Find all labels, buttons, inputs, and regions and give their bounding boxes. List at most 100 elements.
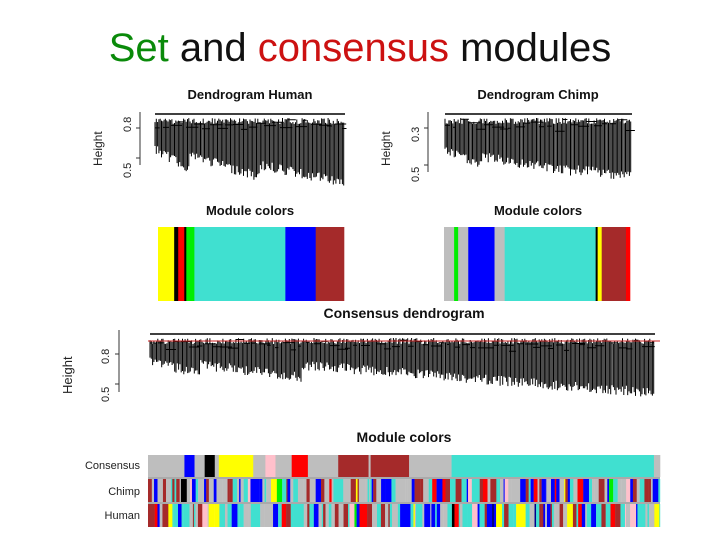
module-color-stripe [564,479,566,502]
module-color-stripe [436,504,441,527]
module-color-stripe [247,479,251,502]
module-color-stripe [499,479,504,502]
module-color-stripe [219,504,226,527]
module-color-stripe [371,479,374,502]
module-color-stripe [206,479,210,502]
module-color-stripe [529,504,535,527]
module-color-stripe [620,504,626,527]
module-color-stripe [472,504,478,527]
human-tick-high: 0.8 [122,117,134,132]
module-color-stripe [183,504,189,527]
consensus-dendrogram-panel: Consensus dendrogram 0.8 0.5 Height Modu… [60,305,661,527]
module-color-block [444,227,455,301]
module-color-stripe [458,504,461,527]
module-color-block [601,227,627,301]
consensus-module-color-row [148,455,661,477]
module-color-stripe [609,479,614,502]
module-color-stripe [496,479,499,502]
module-color-stripe [543,504,546,527]
module-color-stripe [348,479,350,502]
module-color-stripe [649,504,655,527]
module-color-stripe [490,479,497,502]
module-color-stripe [588,479,593,502]
module-color-stripe [224,504,228,527]
module-color-stripe [239,504,244,527]
module-color-stripe [405,479,408,502]
module-color-stripe [369,479,371,502]
module-color-stripe [172,504,174,527]
module-color-stripe [355,479,358,502]
module-color-stripe [358,479,363,502]
module-color-stripe [195,504,199,527]
module-color-stripe [306,479,310,502]
module-color-stripe [613,479,618,502]
module-color-stripe [343,479,349,502]
module-color-stripe [295,504,299,527]
module-color-stripe [262,504,265,527]
module-color-stripe [430,504,432,527]
module-color-stripe [407,479,412,502]
module-color-stripe [253,479,260,502]
consensus-color-block [370,455,410,477]
consensus-tick-high: 0.8 [100,349,112,364]
module-color-stripe [385,504,389,527]
module-color-stripe [254,504,261,527]
module-color-stripe [461,479,467,502]
module-color-stripe [598,479,605,502]
module-color-stripe [546,504,551,527]
module-color-stripe [325,504,329,527]
module-color-stripe [550,479,555,502]
consensus-color-block [451,455,655,477]
module-color-stripe [559,479,565,502]
module-color-stripe [541,479,546,502]
module-color-stripe [585,504,588,527]
module-color-stripe [504,504,509,527]
consensus-dendrogram-tree [149,333,655,397]
consensus-dendrogram-title: Consensus dendrogram [323,305,484,321]
module-color-stripe [428,479,433,502]
module-color-stripe [282,479,287,502]
module-color-stripe [243,504,247,527]
module-color-stripe [617,479,622,502]
module-color-stripe [555,504,560,527]
module-color-stripe [534,504,537,527]
module-color-stripe [443,504,448,527]
module-color-stripe [162,479,167,502]
module-color-stripe [420,479,424,502]
module-color-stripe [405,504,411,527]
chimp-module-color-bar [444,227,631,301]
module-color-block [184,227,187,301]
module-color-stripe [273,504,279,527]
module-color-stripe [208,504,215,527]
module-color-stripe [563,504,568,527]
module-color-stripe [471,479,475,502]
module-color-stripe [591,504,597,527]
module-color-stripe [550,504,553,527]
module-color-stripe [581,504,586,527]
module-color-stripe [228,504,232,527]
module-color-stripe [423,479,429,502]
consensus-color-block [291,455,309,477]
module-color-stripe [479,504,483,527]
module-color-stripe [569,479,574,502]
module-color-stripe [586,504,592,527]
module-color-stripe [278,504,282,527]
title-word-and: and [168,26,258,70]
module-color-stripe [307,504,310,527]
module-color-stripe [615,504,621,527]
module-color-stripe [577,479,584,502]
module-color-stripe [179,479,182,502]
module-color-block [178,227,185,301]
module-color-stripe [398,479,405,502]
slide-title: Set and consensus modules [0,26,720,71]
module-color-stripe [328,504,332,527]
module-color-stripe [559,504,564,527]
module-color-stripe [338,504,344,527]
module-color-stripe [175,504,179,527]
module-color-stripe [498,479,501,502]
module-color-stripe [395,479,399,502]
module-color-stripe [281,504,287,527]
module-color-stripe [436,479,443,502]
module-color-stripe [243,479,249,502]
module-color-stripe [503,479,505,502]
